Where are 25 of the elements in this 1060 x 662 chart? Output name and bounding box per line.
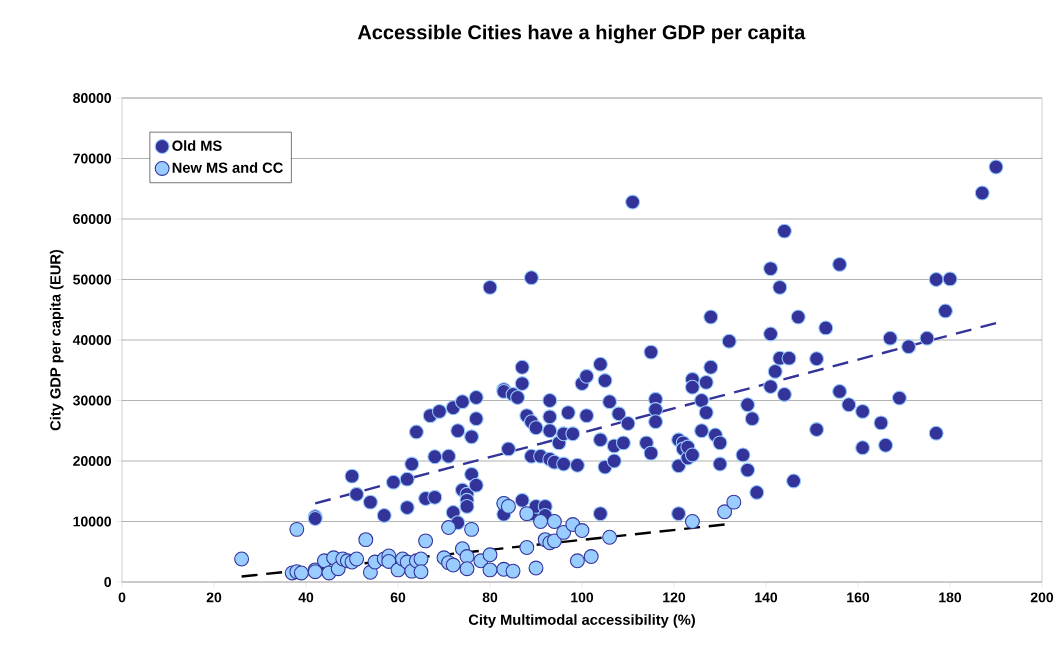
y-tick-label: 40000 bbox=[72, 335, 112, 345]
y-tick-label: 20000 bbox=[73, 456, 112, 466]
x-axis-title: City Multimodal accessibility (%) bbox=[468, 614, 695, 628]
x-tick-label: 80 bbox=[482, 592, 498, 603]
chart-title: Accessible Cities have a higher GDP per capita bbox=[357, 24, 806, 44]
y-tick-label: 50000 bbox=[73, 274, 112, 285]
legend-label: New MS and CC bbox=[172, 162, 283, 173]
x-tick-label: 120 bbox=[663, 592, 686, 603]
y-tick-label: 30000 bbox=[72, 395, 112, 406]
y-axis-title: City GDP per capita (EUR) bbox=[49, 249, 64, 431]
y-tick-label: 0 bbox=[104, 577, 112, 587]
x-tick-label: 0 bbox=[118, 592, 126, 603]
x-tick-label: 180 bbox=[939, 592, 962, 603]
x-tick-label: 100 bbox=[571, 592, 594, 603]
x-tick-label: 20 bbox=[206, 592, 222, 603]
x-tick-label: 60 bbox=[390, 592, 406, 603]
y-tick-label: 60000 bbox=[73, 214, 112, 224]
x-tick-label: 160 bbox=[847, 592, 870, 603]
x-tick-label: 140 bbox=[755, 592, 778, 603]
y-tick-label: 10000 bbox=[73, 516, 112, 527]
y-tick-label: 80000 bbox=[73, 93, 112, 103]
legend-label: Old MS bbox=[172, 140, 222, 151]
y-tick-label: 70000 bbox=[73, 153, 112, 164]
x-tick-label: 40 bbox=[298, 592, 314, 603]
x-tick-label: 200 bbox=[1030, 592, 1054, 603]
